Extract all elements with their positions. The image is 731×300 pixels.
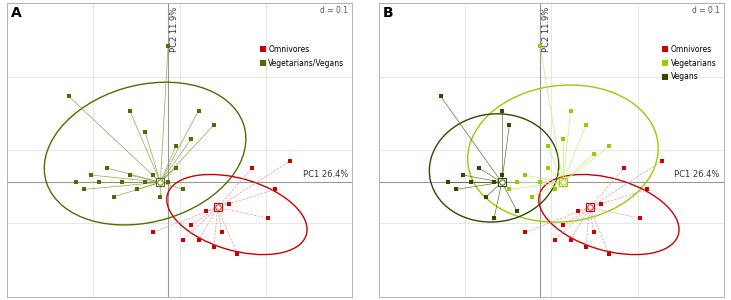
Text: PC1 26.4%: PC1 26.4% (675, 170, 720, 179)
Text: d = 0.1: d = 0.1 (692, 6, 720, 15)
Text: d = 0.1: d = 0.1 (320, 6, 348, 15)
Text: A: A (11, 6, 21, 20)
Text: PC1 26.4%: PC1 26.4% (303, 170, 348, 179)
Text: PC2 11.9%: PC2 11.9% (542, 7, 551, 52)
Legend: Omnivores, Vegetarians, Vegans: Omnivores, Vegetarians, Vegans (662, 45, 716, 81)
Text: PC2 11.9%: PC2 11.9% (170, 7, 179, 52)
Text: B: B (383, 6, 393, 20)
Legend: Omnivores, Vegetarians/Vegans: Omnivores, Vegetarians/Vegans (260, 45, 344, 68)
